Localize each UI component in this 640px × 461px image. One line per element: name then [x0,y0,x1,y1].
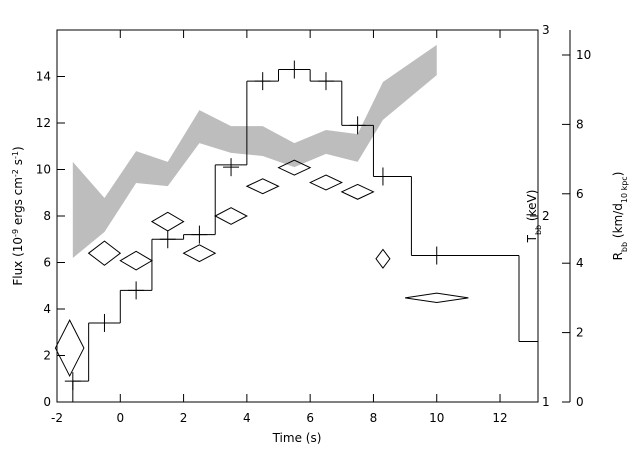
flux-point [159,230,176,249]
flux-point [317,72,334,91]
plot-area [54,44,538,402]
flux-point [286,60,303,79]
y2-tick-label: 2 [542,209,550,223]
x-tick-label: 2 [180,411,188,425]
label-part: T [525,234,539,243]
y3-tick-label: 10 [576,48,591,62]
y3-tick-label: 8 [576,117,584,131]
y3-tick-label: 6 [576,187,584,201]
flux-point [191,225,208,244]
label-part: Flux (10 [11,237,25,286]
x-tick-label: 12 [492,411,507,425]
label-part: -2 [11,169,20,177]
label-part: -9 [11,229,20,237]
temperature-diamond [405,292,469,303]
temperature-diamond [150,211,185,232]
label-part: ergs cm [11,177,25,229]
x-tick-label: -2 [51,411,63,425]
label-part: bb [620,242,629,252]
temperature-diamond [87,240,122,266]
flux-point [374,167,391,186]
label-part: 10 kpc [620,176,629,203]
temperature-diamond [308,174,343,191]
x-tick-label: 4 [243,411,251,425]
label-part: bb [534,225,543,235]
y-tick-label: 8 [43,209,51,223]
temperature-diamond [277,159,312,176]
y3-tick-label: 2 [576,326,584,340]
y-tick-label: 10 [36,163,51,177]
label-part: ) [611,172,625,177]
flux-point [254,72,271,91]
temperature-diamond [340,183,375,200]
y3-tick-label: 4 [576,256,584,270]
label-part: (km/d [611,203,625,242]
x-axis-label: Time (s) [272,431,322,445]
y2-tick-label: 3 [542,23,550,37]
temperature-diamond [182,244,217,263]
y-tick-label: 14 [36,70,51,84]
flux-point [349,116,366,135]
label-part: s [11,159,25,169]
y-axis-label: Flux (10-9 ergs cm-2 s-1) [11,146,26,285]
x-tick-label: 8 [370,411,378,425]
y-tick-label: 4 [43,302,51,316]
y-tick-label: 0 [43,395,51,409]
temperature-diamond [214,207,248,225]
label-part: ) [11,146,25,151]
y-tick-label: 12 [36,116,51,130]
x-tick-label: 6 [306,411,314,425]
flux-point [96,313,113,332]
y3-axis-label: Rbb (km/d10 kpc) [611,172,629,261]
flux-point [128,281,145,300]
y-tick-label: 2 [43,349,51,363]
temperature-diamond [375,248,391,269]
label-part: R [611,252,625,260]
label-part: -1 [11,151,20,159]
temperature-diamond [119,250,153,271]
x-tick-label: 10 [429,411,444,425]
x-tick-label: 0 [116,411,124,425]
y3-tick-label: 0 [576,395,584,409]
label-part: (keV) [525,190,539,225]
flux-point [428,246,445,265]
y2-tick-label: 1 [542,395,550,409]
y-tick-label: 6 [43,256,51,270]
flux-point [223,158,240,177]
radius-band [72,44,437,258]
flux-point [64,372,81,391]
temperature-diamond [54,319,85,378]
temperature-diamond [245,178,280,195]
